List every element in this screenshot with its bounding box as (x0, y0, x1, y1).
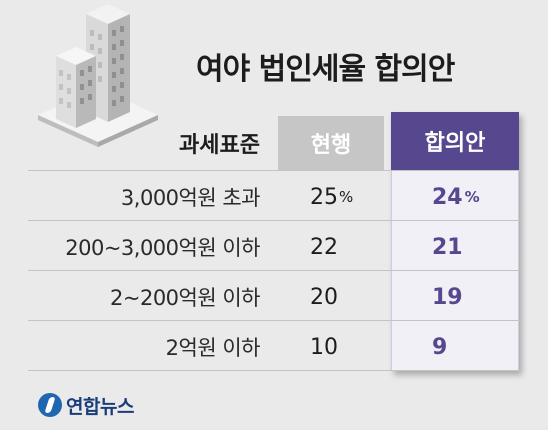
page-title: 여야 법인세율 합의안 (196, 52, 455, 87)
percent-sign: % (464, 188, 480, 206)
row-divider (28, 170, 520, 171)
row-label: 2~200억원 이하 (110, 286, 261, 310)
row-label: 2억원 이하 (165, 336, 261, 360)
row-divider (28, 320, 520, 321)
yonhap-logo-icon (38, 393, 62, 417)
agreed-rate: 21 (432, 234, 463, 260)
row-divider (28, 270, 520, 271)
row-divider (28, 220, 520, 221)
row-label: 200~3,000억원 이하 (65, 236, 260, 260)
header-agreed: 합의안 (391, 112, 519, 170)
current-rate: 25% (310, 172, 353, 222)
row-divider (28, 370, 520, 371)
agreed-rate: 19 (432, 284, 463, 310)
current-rate: 10 (310, 334, 338, 360)
logo-text: 연합뉴스 (66, 395, 134, 418)
current-rate-value: 25 (310, 184, 338, 210)
yonhap-logo: 연합뉴스 (38, 390, 134, 420)
current-rate: 20 (310, 284, 338, 310)
agreed-rate-value: 24 (432, 184, 463, 210)
building-icon (38, 4, 158, 147)
agreed-rate: 9 (432, 334, 448, 360)
percent-sign: % (339, 188, 354, 206)
row-label: 3,000억원 초과 (120, 186, 261, 210)
current-rate: 22 (310, 234, 338, 260)
header-current: 현행 (278, 116, 384, 170)
header-tax-base: 과세표준 (179, 133, 260, 158)
agreed-rate: 24% (432, 172, 480, 222)
